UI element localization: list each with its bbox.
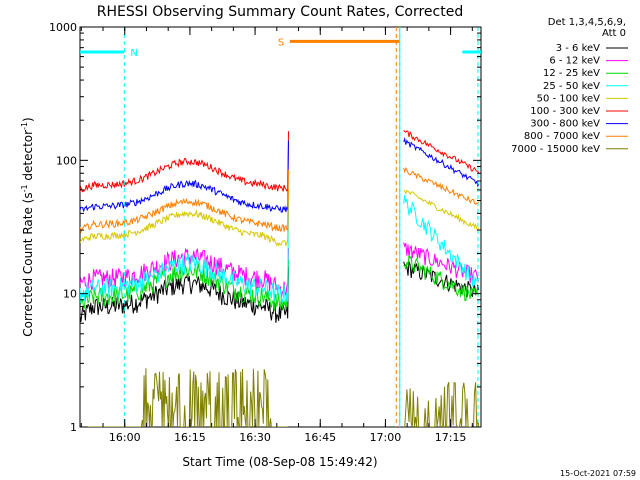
x-tick-label: 17:15	[435, 431, 467, 444]
series-line-after	[403, 255, 479, 301]
legend-header: Att 0	[602, 28, 626, 39]
legend-label: 800 - 7000 keV	[524, 131, 600, 142]
flag-label-3: S	[278, 37, 284, 48]
legend-label: 12 - 25 keV	[543, 68, 600, 79]
chart-title: RHESSI Observing Summary Count Rates, Co…	[97, 4, 463, 20]
series-8	[80, 166, 480, 234]
y-axis-label: Corrected Count Rate (s-1 detector-1)	[20, 117, 35, 336]
series-2	[80, 242, 480, 299]
series-line-after	[403, 136, 480, 188]
series-line-before	[80, 169, 289, 234]
series-line-before	[80, 247, 289, 299]
series-line-before	[80, 140, 289, 213]
x-axis-label: Start Time (08-Sep-08 15:49:42)	[182, 455, 377, 469]
series-line-before	[80, 368, 288, 427]
plot-area	[79, 26, 482, 428]
series-9	[80, 368, 480, 427]
series-4	[80, 195, 480, 304]
series-line-after	[403, 189, 480, 230]
series-line-after	[403, 242, 480, 284]
legend-label: 6 - 12 keV	[549, 56, 600, 67]
timestamp: 15-Oct-2021 07:59	[560, 469, 636, 478]
legend-label: 100 - 300 keV	[530, 106, 600, 117]
series-line-after	[403, 382, 480, 427]
y-tick-label: 100	[56, 154, 77, 167]
series-line-before	[80, 200, 289, 304]
legend-label: 3 - 6 keV	[556, 43, 600, 54]
y-axis: 1 10 100 1000	[49, 21, 481, 434]
legend-header: Det 1,3,4,5,6,9,	[548, 17, 626, 28]
x-tick-label: 16:15	[174, 431, 206, 444]
x-tick-label: 16:45	[304, 431, 336, 444]
series-6	[80, 129, 480, 193]
series-5	[80, 189, 480, 247]
flag-label-1: N	[130, 48, 137, 59]
series-line-before	[80, 189, 289, 247]
legend: Det 1,3,4,5,6,9,Att 03 - 6 keV 6 - 12 keV…	[511, 17, 628, 155]
x-tick-label: 17:00	[370, 431, 402, 444]
series-line-before	[80, 131, 289, 193]
x-tick-label: 16:30	[239, 431, 271, 444]
x-tick-label: 16:00	[109, 431, 141, 444]
x-axis: 16:00 16:15 16:30 16:45 17:00 17:15	[80, 27, 473, 444]
series-1	[80, 261, 480, 323]
series-line-before	[80, 266, 289, 323]
y-tick-label: 1	[70, 421, 77, 434]
legend-label: 50 - 100 keV	[537, 93, 601, 104]
legend-label: 300 - 800 keV	[530, 119, 600, 130]
y-tick-label: 1000	[49, 21, 77, 34]
legend-label: 25 - 50 keV	[543, 81, 600, 92]
series-line-after	[403, 166, 480, 205]
series-7	[80, 136, 480, 213]
series-line-after	[403, 129, 480, 174]
series-line-after	[403, 195, 480, 287]
legend-label: 7000 - 15000 keV	[511, 144, 600, 155]
y-tick-label: 10	[63, 288, 77, 301]
